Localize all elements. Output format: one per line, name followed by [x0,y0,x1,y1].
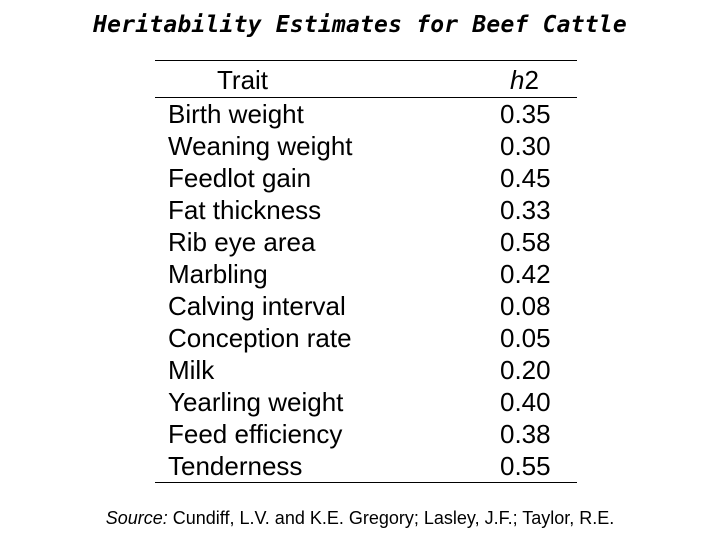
trait-cell: Rib eye area [168,227,316,257]
h2-value-cell: 0.58 [500,227,551,257]
trait-cell: Marbling [168,259,268,289]
trait-cell: Yearling weight [168,387,344,417]
table-row: Birth weight 0.35 [155,98,577,130]
header-h2-letter: h [510,65,525,95]
bottom-rule [155,482,577,483]
source-text: Cundiff, L.V. and K.E. Gregory; Lasley, … [167,508,615,528]
header-trait: Trait [217,65,269,95]
h2-value-cell: 0.05 [500,323,551,353]
trait-cell: Feedlot gain [168,163,312,193]
h2-value-cell: 0.42 [500,259,551,289]
trait-cell: Milk [168,355,215,385]
heritability-table: Trait h2 Birth weight 0.35 Weaning weight 0… [155,60,577,483]
table-row: Tenderness 0.55 [155,450,577,482]
table-row: Marbling 0.42 [155,258,577,290]
table-row: Calving interval 0.08 [155,290,577,322]
h2-value-cell: 0.55 [500,451,551,481]
page-title: Heritability Estimates for Beef Cattle [93,12,627,38]
table-row: Feed efficiency 0.38 [155,418,577,450]
table-row: Yearling weight 0.40 [155,386,577,418]
trait-cell: Feed efficiency [168,419,343,449]
h2-value-cell: 0.30 [500,131,551,161]
trait-cell: Calving interval [168,291,346,321]
source-citation: Source: Cundiff, L.V. and K.E. Gregory; … [0,508,720,529]
h2-value-cell: 0.20 [500,355,551,385]
header-h2-digit: 2 [524,65,539,95]
h2-value-cell: 0.38 [500,419,551,449]
table-body: Birth weight 0.35 Weaning weight 0.30 Feedlo… [155,98,577,482]
trait-cell: Birth weight [168,99,304,129]
table-row: Conception rate 0.05 [155,322,577,354]
h2-value-cell: 0.08 [500,291,551,321]
top-rule [155,60,577,61]
source-label: Source: [105,508,168,528]
table-row: Rib eye area 0.58 [155,226,577,258]
h2-value-cell: 0.33 [500,195,551,225]
trait-cell: Weaning weight [168,131,353,161]
table-row: Fat thickness 0.33 [155,194,577,226]
h2-value-cell: 0.45 [500,163,551,193]
h2-value-cell: 0.35 [500,99,551,129]
table-row: Weaning weight 0.30 [155,130,577,162]
trait-cell: Tenderness [168,451,303,481]
trait-cell: Fat thickness [168,195,322,225]
table-row: Milk 0.20 [155,354,577,386]
table-header: Trait h2 [155,61,577,97]
header-rule [155,97,577,98]
header-h2: h2 [510,65,539,96]
trait-cell: Conception rate [168,323,352,353]
table-row: Feedlot gain 0.45 [155,162,577,194]
h2-value-cell: 0.40 [500,387,551,417]
